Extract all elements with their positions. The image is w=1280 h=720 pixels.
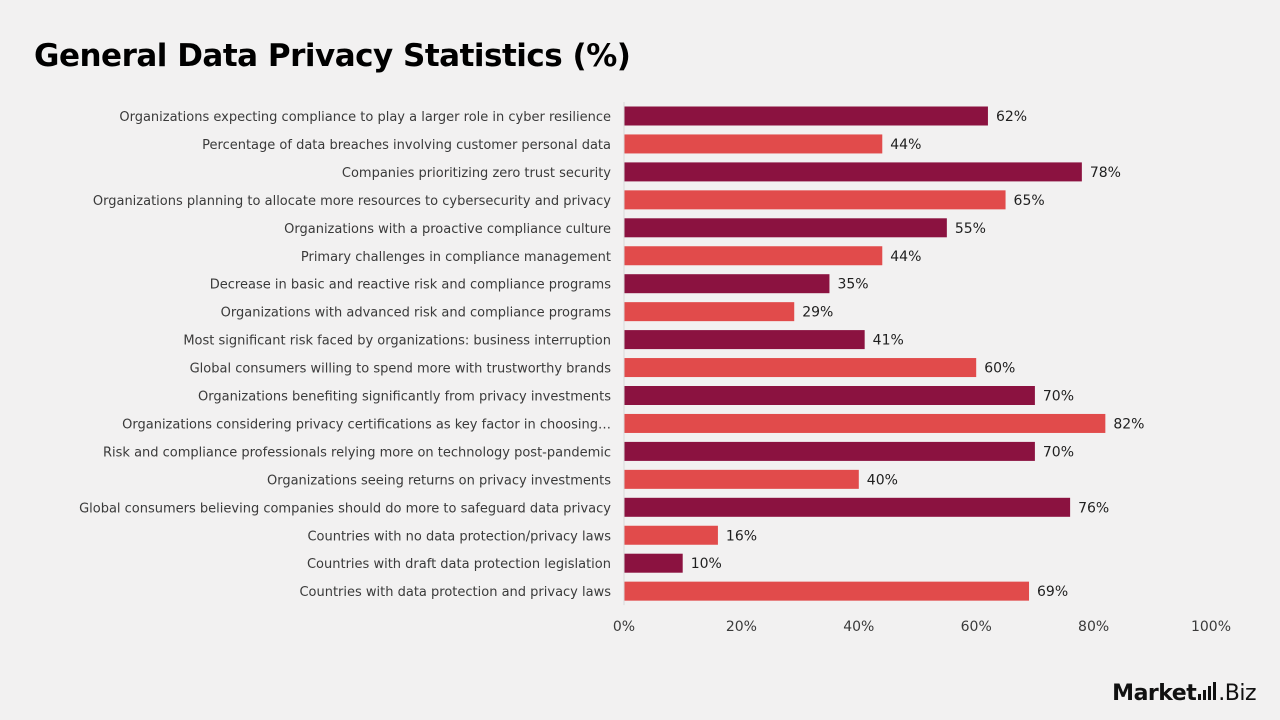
value-label: 69% [1037, 584, 1068, 600]
value-label: 41% [873, 333, 904, 349]
category-label: Primary challenges in compliance managem… [301, 250, 611, 265]
value-labels: 62% 44% 78% 65% 55% 44% 35%29% 41% 60% 70% 82% 70% 4… [691, 109, 1145, 600]
category-label: Organizations benefiting significantly f… [198, 390, 611, 405]
value-label: 78% [1090, 165, 1121, 181]
x-axis-tick-labels: 0% 20% 40% 60% 80% 100% [613, 619, 1231, 635]
bar [624, 497, 1071, 517]
category-label: Countries with draft data protection leg… [307, 557, 611, 572]
bar [624, 106, 988, 126]
category-label: Organizations planning to allocate more … [93, 194, 611, 209]
category-label: Organizations seeing returns on privacy … [267, 473, 611, 488]
x-tick-label: 100% [1191, 619, 1231, 635]
x-tick-label: 0% [613, 619, 635, 635]
value-label: 16% [726, 528, 757, 544]
bar [624, 553, 683, 573]
category-label: Decrease in basic and reactive risk and … [210, 278, 611, 293]
value-label: 35% [837, 277, 868, 293]
bar [624, 386, 1035, 405]
value-label: 40% [867, 472, 898, 488]
value-label: 70% [1043, 444, 1074, 460]
bar [624, 274, 830, 294]
category-label: Countries with no data protection/privac… [307, 529, 611, 544]
value-label: 55% [955, 221, 986, 237]
bar [624, 413, 1106, 433]
x-tick-label: 60% [961, 619, 992, 635]
bar-chart-icon [1198, 680, 1217, 700]
value-label: 62% [996, 109, 1027, 125]
value-label: 70% [1043, 389, 1074, 405]
bars [624, 106, 1106, 601]
category-label: Most significant risk faced by organizat… [183, 334, 611, 349]
bar [624, 162, 1082, 182]
bar [624, 218, 947, 238]
bar [624, 358, 977, 378]
brand-suffix: .Biz [1218, 681, 1256, 706]
category-label: Global consumers willing to spend more w… [190, 362, 612, 377]
value-label: 76% [1078, 500, 1109, 516]
bar [624, 581, 1030, 601]
x-tick-label: 80% [1078, 619, 1109, 635]
category-label: Companies prioritizing zero trust securi… [342, 166, 611, 181]
y-axis-labels: Organizations expecting compliance to pl… [79, 110, 611, 600]
value-label: 44% [890, 249, 921, 265]
x-tick-label: 40% [843, 619, 874, 635]
bar [624, 134, 883, 154]
category-label: Organizations expecting compliance to pl… [119, 110, 611, 125]
category-label: Organizations considering privacy certif… [122, 417, 611, 432]
bar [624, 246, 883, 266]
category-label: Organizations with a proactive complianc… [284, 222, 611, 237]
bar [624, 190, 1006, 210]
value-label: 82% [1113, 416, 1144, 432]
category-label: Organizations with advanced risk and com… [221, 306, 612, 321]
value-label: 44% [890, 137, 921, 153]
category-label: Countries with data protection and priva… [299, 585, 611, 600]
bar [624, 525, 718, 545]
category-label: Percentage of data breaches involving cu… [202, 138, 611, 153]
bar [624, 330, 865, 350]
x-tick-label: 20% [726, 619, 757, 635]
category-label: Global consumers believing companies sho… [79, 501, 611, 516]
value-label: 29% [802, 305, 833, 321]
value-label: 65% [1014, 193, 1045, 209]
value-label: 60% [984, 361, 1015, 377]
value-label: 10% [691, 556, 722, 572]
brand-name: Market [1112, 681, 1197, 706]
bar [624, 441, 1035, 461]
bar [624, 302, 795, 322]
chart-title: General Data Privacy Statistics (%) [34, 38, 631, 74]
bar [624, 469, 859, 489]
category-label: Risk and compliance professionals relyin… [103, 445, 611, 460]
brand-logo: Market .Biz [1112, 680, 1256, 706]
